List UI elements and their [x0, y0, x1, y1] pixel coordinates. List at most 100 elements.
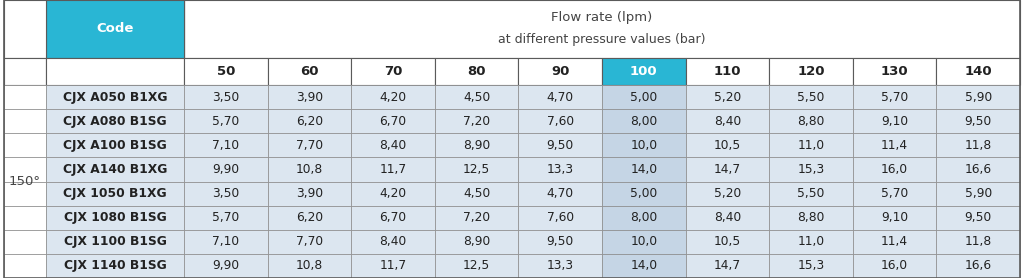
Bar	[769, 206, 853, 230]
Text: 90: 90	[551, 65, 569, 78]
Bar	[518, 109, 602, 133]
Text: 15,3: 15,3	[798, 163, 824, 176]
Text: 5,70: 5,70	[212, 211, 240, 224]
Bar	[686, 254, 769, 278]
Text: 7,70: 7,70	[296, 139, 323, 152]
Bar	[184, 85, 267, 109]
Bar	[184, 230, 267, 254]
Text: 5,90: 5,90	[965, 187, 992, 200]
Bar	[518, 230, 602, 254]
Text: 11,7: 11,7	[380, 163, 407, 176]
Bar	[435, 58, 518, 85]
Bar	[936, 157, 1020, 182]
Text: 10,5: 10,5	[714, 235, 741, 248]
Text: 9,50: 9,50	[965, 211, 992, 224]
Bar	[936, 182, 1020, 206]
Bar	[853, 230, 936, 254]
Bar	[46, 85, 184, 109]
Bar	[267, 58, 351, 85]
Text: 3,50: 3,50	[212, 91, 240, 104]
Bar	[686, 85, 769, 109]
Bar	[518, 58, 602, 85]
Text: 7,70: 7,70	[296, 235, 323, 248]
Bar	[518, 182, 602, 206]
Text: 9,90: 9,90	[212, 163, 240, 176]
Bar	[853, 157, 936, 182]
Bar	[435, 182, 518, 206]
Text: 8,40: 8,40	[714, 211, 741, 224]
Bar	[769, 85, 853, 109]
Bar	[769, 182, 853, 206]
Bar	[435, 85, 518, 109]
Text: CJX A140 B1XG: CJX A140 B1XG	[62, 163, 167, 176]
Text: 7,20: 7,20	[463, 211, 490, 224]
Bar	[853, 133, 936, 157]
Bar	[853, 58, 936, 85]
Text: 8,00: 8,00	[630, 211, 657, 224]
Text: 12,5: 12,5	[463, 259, 490, 272]
Text: 5,50: 5,50	[798, 187, 824, 200]
Text: 8,40: 8,40	[379, 235, 407, 248]
Bar	[4, 85, 46, 109]
Bar	[184, 133, 267, 157]
Text: 5,70: 5,70	[212, 115, 240, 128]
Bar	[4, 133, 46, 157]
Bar	[686, 182, 769, 206]
Bar	[184, 206, 267, 230]
Bar	[518, 133, 602, 157]
Text: 16,6: 16,6	[965, 163, 992, 176]
Bar	[686, 133, 769, 157]
Bar	[4, 157, 46, 182]
Text: 6,20: 6,20	[296, 211, 323, 224]
Text: 16,0: 16,0	[881, 163, 908, 176]
Text: 9,50: 9,50	[547, 139, 573, 152]
Bar	[351, 133, 435, 157]
Bar	[267, 206, 351, 230]
Text: 5,90: 5,90	[965, 91, 992, 104]
Bar	[936, 254, 1020, 278]
Text: 11,4: 11,4	[881, 235, 908, 248]
Bar	[435, 157, 518, 182]
Bar	[936, 109, 1020, 133]
Text: CJX A050 B1XG: CJX A050 B1XG	[62, 91, 167, 104]
Text: 12,5: 12,5	[463, 163, 490, 176]
Text: 10,8: 10,8	[296, 163, 323, 176]
Text: 6,20: 6,20	[296, 115, 323, 128]
Text: 10,0: 10,0	[630, 235, 657, 248]
Bar	[769, 157, 853, 182]
Text: 10,8: 10,8	[296, 259, 323, 272]
Bar	[46, 157, 184, 182]
Text: 120: 120	[798, 65, 824, 78]
Text: 3,90: 3,90	[296, 91, 323, 104]
Text: 7,60: 7,60	[547, 115, 573, 128]
Text: 4,20: 4,20	[380, 91, 407, 104]
Text: Code: Code	[96, 23, 134, 36]
Bar	[936, 85, 1020, 109]
Text: 5,00: 5,00	[630, 187, 657, 200]
Bar	[267, 157, 351, 182]
Text: 5,20: 5,20	[714, 91, 741, 104]
Text: at different pressure values (bar): at different pressure values (bar)	[499, 33, 706, 46]
Text: 9,50: 9,50	[965, 115, 992, 128]
Text: 8,40: 8,40	[379, 139, 407, 152]
Text: 13,3: 13,3	[547, 259, 573, 272]
Bar	[46, 182, 184, 206]
Text: 10,5: 10,5	[714, 139, 741, 152]
Bar	[686, 230, 769, 254]
Bar	[351, 206, 435, 230]
Bar	[518, 206, 602, 230]
Bar	[4, 182, 46, 206]
Bar	[46, 230, 184, 254]
Bar	[184, 254, 267, 278]
Bar	[435, 109, 518, 133]
Text: 14,0: 14,0	[630, 163, 657, 176]
Bar	[46, 254, 184, 278]
Bar	[351, 85, 435, 109]
Bar	[184, 58, 267, 85]
Text: 14,7: 14,7	[714, 163, 741, 176]
Text: 3,90: 3,90	[296, 187, 323, 200]
Bar	[602, 133, 686, 157]
Bar	[46, 109, 184, 133]
Bar	[4, 0, 184, 58]
Bar	[351, 182, 435, 206]
